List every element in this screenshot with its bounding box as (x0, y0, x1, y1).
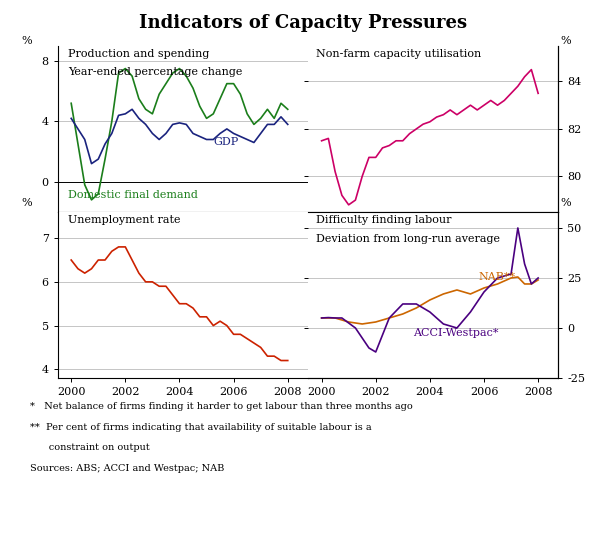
Text: *   Net balance of firms finding it harder to get labour than three months ago: * Net balance of firms finding it harder… (30, 402, 413, 411)
Text: %: % (561, 198, 572, 208)
Text: NAB**: NAB** (478, 272, 515, 282)
Text: Indicators of Capacity Pressures: Indicators of Capacity Pressures (140, 14, 467, 31)
Text: Non-farm capacity utilisation: Non-farm capacity utilisation (316, 49, 481, 59)
Text: Sources: ABS; ACCI and Westpac; NAB: Sources: ABS; ACCI and Westpac; NAB (30, 464, 225, 473)
Text: ACCI-Westpac*: ACCI-Westpac* (413, 328, 499, 338)
Text: Domestic final demand: Domestic final demand (67, 191, 197, 200)
Text: constraint on output: constraint on output (30, 443, 150, 453)
Text: %: % (21, 36, 32, 46)
Text: Difficulty finding labour: Difficulty finding labour (316, 215, 451, 225)
Text: Year-ended percentage change: Year-ended percentage change (67, 68, 242, 77)
Text: %: % (561, 36, 572, 46)
Text: Deviation from long-run average: Deviation from long-run average (316, 233, 500, 244)
Text: Production and spending: Production and spending (67, 49, 209, 59)
Text: %: % (21, 198, 32, 208)
Text: Unemployment rate: Unemployment rate (67, 215, 180, 225)
Text: **  Per cent of firms indicating that availability of suitable labour is a: ** Per cent of firms indicating that ava… (30, 423, 372, 432)
Text: GDP: GDP (213, 137, 238, 147)
